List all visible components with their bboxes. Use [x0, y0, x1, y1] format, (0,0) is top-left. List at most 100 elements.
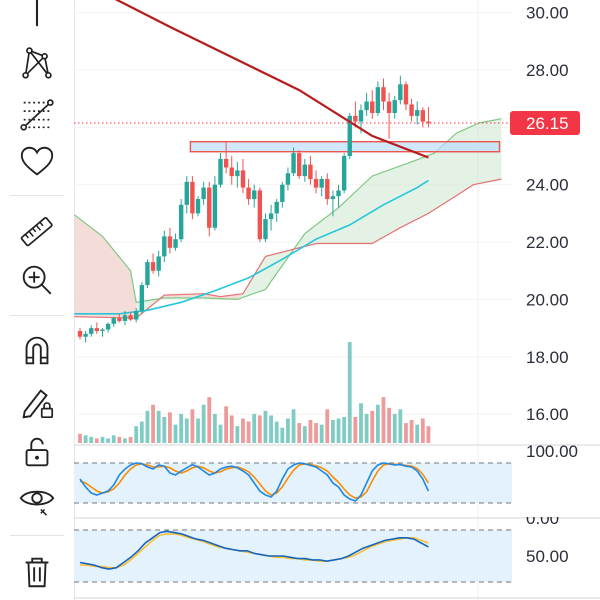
- volume-bar: [319, 424, 324, 443]
- ruler-icon[interactable]: [10, 210, 64, 254]
- trash-icon[interactable]: [10, 550, 64, 594]
- volume-bar: [426, 426, 431, 443]
- candle-body: [89, 328, 94, 334]
- pattern-icon[interactable]: [10, 40, 64, 84]
- price-tick-label: 24.00: [526, 176, 569, 195]
- current-price-tag: [510, 111, 580, 136]
- volume-bar: [173, 424, 178, 443]
- candle-body: [252, 190, 257, 200]
- volume-bar: [111, 435, 116, 443]
- candle-body: [268, 213, 274, 220]
- volume-bar: [347, 342, 352, 443]
- volume-bar: [381, 397, 386, 443]
- label-mask: [514, 512, 600, 517]
- price-tick-label: 18.00: [526, 348, 569, 367]
- trend-line: [114, 0, 429, 159]
- volume-bar: [207, 397, 212, 443]
- volume-bar: [78, 433, 82, 443]
- candle-body: [347, 115, 352, 157]
- magnet-icon[interactable]: [10, 328, 64, 372]
- volume-bar: [117, 436, 122, 443]
- rsi-line: [79, 530, 429, 570]
- candle-body: [83, 333, 88, 337]
- volume-bar: [342, 416, 347, 443]
- volume-bar: [252, 413, 257, 443]
- volume-bar: [375, 404, 380, 443]
- drawing-toolbar: [0, 0, 75, 600]
- current-price-label: 26.15: [526, 114, 569, 133]
- candle-body: [117, 318, 122, 321]
- volume-bar: [263, 410, 268, 443]
- candle-body: [207, 187, 212, 228]
- candle-body: [128, 315, 133, 320]
- candle-body: [381, 87, 386, 102]
- volume-bar: [280, 427, 285, 443]
- candle-body: [398, 84, 403, 101]
- candle-body: [308, 164, 313, 179]
- volume-bar: [184, 418, 189, 443]
- candle-body: [167, 236, 173, 248]
- volume-bar: [420, 418, 425, 443]
- volume-bar: [269, 415, 273, 443]
- stochastic-band: [74, 463, 512, 503]
- candle-body: [364, 101, 369, 111]
- volume-bar: [235, 426, 240, 443]
- price-axis[interactable]: 30.0028.0026.0024.0022.0020.0018.0016.00…: [510, 4, 600, 566]
- candle-body: [392, 100, 397, 113]
- candle-body: [353, 115, 358, 122]
- zoom-in-icon[interactable]: [10, 258, 64, 302]
- candle-body: [426, 121, 431, 124]
- candle-body: [201, 187, 206, 200]
- candle-body: [274, 201, 279, 214]
- visibility-icon[interactable]: [10, 478, 64, 522]
- volume-bar: [241, 418, 245, 443]
- favorites-icon[interactable]: [10, 140, 64, 184]
- volume-bar: [331, 420, 335, 443]
- price-tick-label: 28.00: [526, 61, 569, 80]
- candle-body: [212, 184, 218, 228]
- volume-bar: [359, 403, 363, 443]
- candle-body: [403, 84, 409, 105]
- candle-body: [94, 328, 100, 331]
- volume-bar: [274, 421, 279, 443]
- rsi-band: [74, 530, 512, 582]
- candle-body: [257, 190, 263, 240]
- volume-bar: [224, 406, 229, 443]
- volume-bar: [257, 415, 262, 443]
- volume-bar: [201, 404, 206, 443]
- candle-body: [246, 187, 251, 200]
- price-tick-label: 20.00: [526, 290, 569, 309]
- candle-body: [415, 110, 420, 116]
- chart-area[interactable]: 30.0028.0026.0024.0022.0020.0018.0016.00…: [74, 0, 600, 600]
- volume-bar: [353, 416, 358, 443]
- candle-body: [235, 170, 240, 177]
- lock-drawings-icon[interactable]: [10, 380, 64, 424]
- fib-retracement-icon[interactable]: [10, 92, 64, 136]
- cloud-fill-bearish: [74, 214, 137, 319]
- toolbar-divider: [10, 315, 64, 316]
- rsi-pane: [74, 529, 512, 583]
- volume-bar: [156, 410, 161, 443]
- candle-body: [195, 199, 201, 214]
- candle-body: [229, 167, 234, 177]
- stochastic-rsi-pane: [74, 462, 512, 504]
- stochastic-tick-label: 100.00: [526, 442, 578, 461]
- price-tick-label: 30.00: [526, 4, 569, 23]
- candle-body: [184, 181, 189, 205]
- volume-bar: [314, 423, 318, 443]
- volume-bar: [212, 413, 217, 443]
- candle-body: [341, 156, 347, 191]
- volume-bar: [145, 410, 150, 443]
- volume-bar: [387, 407, 391, 443]
- price-tick-label: 22.00: [526, 233, 569, 252]
- candle-body: [319, 178, 324, 188]
- stochastic-tick-label: 0.00: [526, 509, 559, 528]
- unlock-icon[interactable]: [10, 430, 64, 474]
- volume-bar: [89, 436, 94, 443]
- candle-body: [336, 190, 341, 197]
- text-icon[interactable]: [10, 0, 64, 34]
- candle-body: [409, 104, 414, 116]
- volume-bar: [128, 436, 133, 443]
- candle-body: [162, 236, 167, 257]
- candle-body: [386, 101, 392, 113]
